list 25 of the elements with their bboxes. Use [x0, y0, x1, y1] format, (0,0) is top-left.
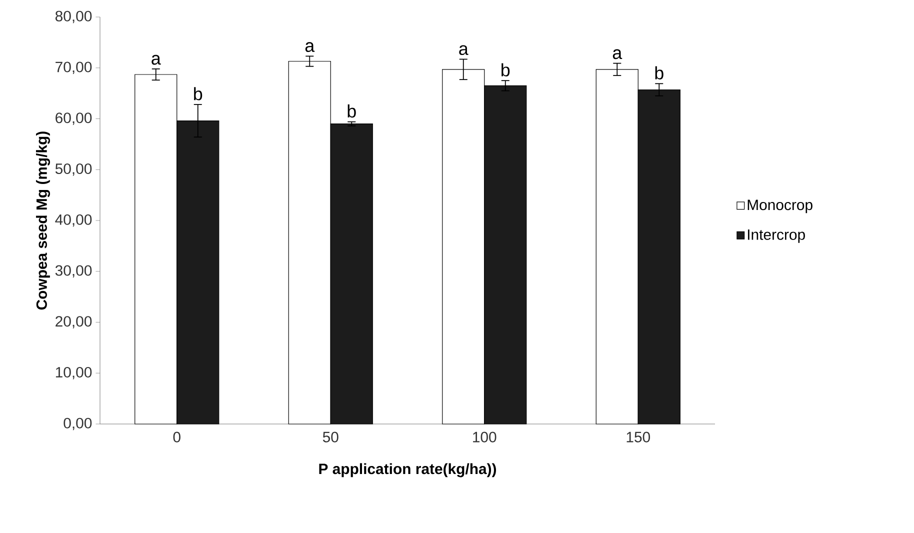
y-tick-label: 0,00	[64, 418, 92, 430]
x-axis-title: P application rate(kg/ha))	[319, 463, 496, 478]
y-axis-title: Cowpea seed Mg (mg/kg)	[36, 132, 50, 310]
y-tick-label: 50,00	[55, 163, 92, 176]
x-tick-label: 50	[322, 432, 338, 442]
annotation: b	[194, 87, 202, 100]
y-tick-label: 80,00	[55, 10, 92, 24]
y-tick-label: 40,00	[55, 214, 92, 227]
annotation: a	[612, 49, 622, 60]
legend-label: Monocrop	[748, 200, 812, 214]
legend-label: Intercrop	[748, 229, 805, 243]
x-tick-label: 0	[173, 432, 180, 442]
annotation: b	[348, 104, 356, 118]
y-tick-label: 10,00	[56, 366, 92, 380]
x-tick-label: 150	[626, 432, 650, 442]
x-tick-label: 100	[473, 432, 496, 442]
annotation: a	[459, 45, 468, 56]
y-tick-label: 60,00	[56, 112, 92, 125]
annotation: a	[305, 42, 315, 52]
annotation: b	[502, 63, 510, 76]
y-tick-label: 20,00	[56, 316, 92, 328]
y-tick-label: 30,00	[55, 265, 92, 278]
annotation: a	[152, 54, 161, 65]
annotation: b	[655, 66, 664, 80]
y-tick-label: 70,00	[56, 62, 92, 74]
